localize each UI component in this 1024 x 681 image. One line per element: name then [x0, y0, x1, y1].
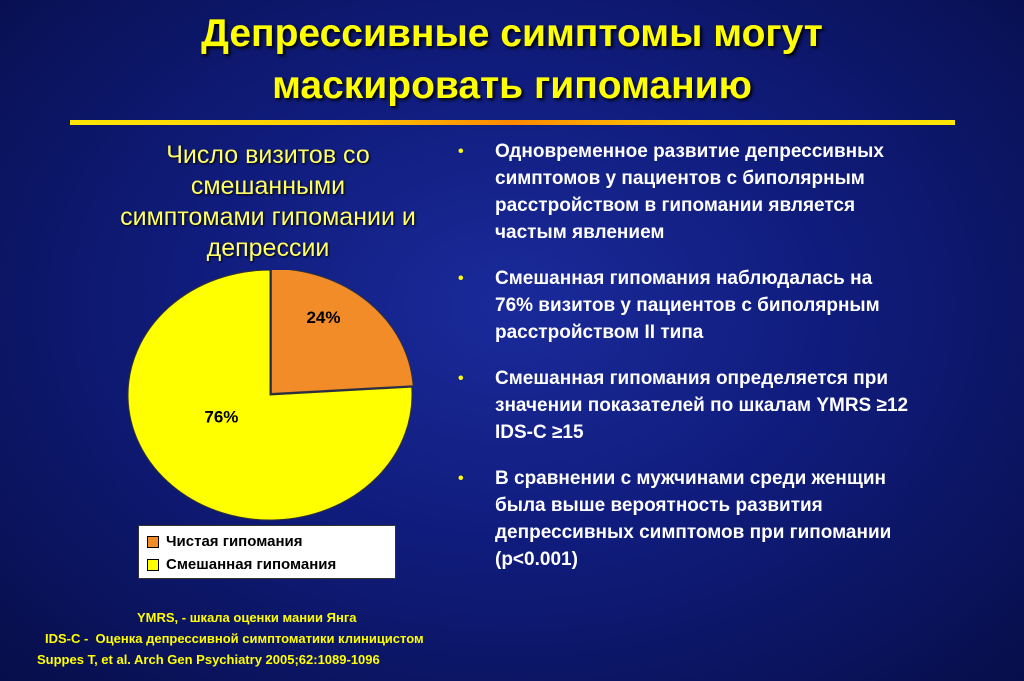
bullet-text: Одновременное развитие депрессивных симп… [495, 141, 884, 243]
bullet-item: • Смешанная гипомания определяется при з… [458, 365, 998, 446]
pie-label-mixed: 76% [204, 408, 238, 427]
legend-item-mixed: Смешанная гипомания [147, 556, 336, 573]
bullet-text: Смешанная гипомания определяется при зна… [495, 368, 909, 443]
title-underline [70, 120, 955, 125]
legend-label-mixed: Смешанная гипомания [166, 556, 337, 573]
chart-title-line: Число визитов со [166, 141, 370, 169]
chart-title-line: депрессии [206, 234, 330, 262]
chart-title-line: симптомами гипомании и [120, 203, 416, 231]
slide-title-line-1: Депрессивные симптомы могут [201, 12, 823, 55]
bullet-dot: • [458, 143, 464, 160]
legend-item-pure: Чистая гипомания [147, 533, 302, 550]
slide-title: Депрессивные симптомы могут маскировать … [0, 8, 1024, 112]
bullet-dot: • [458, 470, 464, 487]
footnote-idsc: IDS-C - Оценка депрессивной симптоматики… [45, 631, 424, 646]
bullet-dot: • [458, 370, 464, 387]
bullet-item: • Одновременное развитие депрессивных си… [458, 138, 998, 246]
bullet-text: В сравнении с мужчинами среди женщин был… [495, 468, 892, 570]
footnote-ymrs: YMRS, - шкала оценки мании Янга [137, 610, 357, 625]
bullet-list: • Одновременное развитие депрессивных си… [458, 138, 998, 592]
bullet-item: • Смешанная гипомания наблюдалась на 76%… [458, 265, 998, 346]
slide-title-line-2: маскировать гипоманию [272, 64, 752, 107]
chart-title-line: смешанными [190, 172, 346, 200]
footnote-citation: Suppes T, et al. Arch Gen Psychiatry 200… [37, 652, 380, 667]
pie-label-pure: 24% [306, 308, 340, 327]
pie-chart: 24% 76% [127, 270, 414, 521]
legend-label-pure: Чистая гипомания [166, 533, 303, 550]
bullet-item: • В сравнении с мужчинами среди женщин б… [458, 465, 998, 573]
legend-swatch-mixed [147, 558, 159, 571]
footnotes: YMRS, - шкала оценки мании Янга IDS-C - … [37, 607, 637, 670]
pie-slice-pure [270, 270, 414, 395]
bullet-text: Смешанная гипомания наблюдалась на 76% в… [495, 268, 880, 343]
chart-legend: Чистая гипомания Смешанная гипомания [138, 525, 396, 579]
bullet-dot: • [458, 270, 464, 287]
legend-swatch-pure [147, 535, 159, 548]
chart-title: Число визитов со смешанными симптомами г… [88, 140, 448, 264]
pie-slice-mixed [127, 270, 413, 521]
